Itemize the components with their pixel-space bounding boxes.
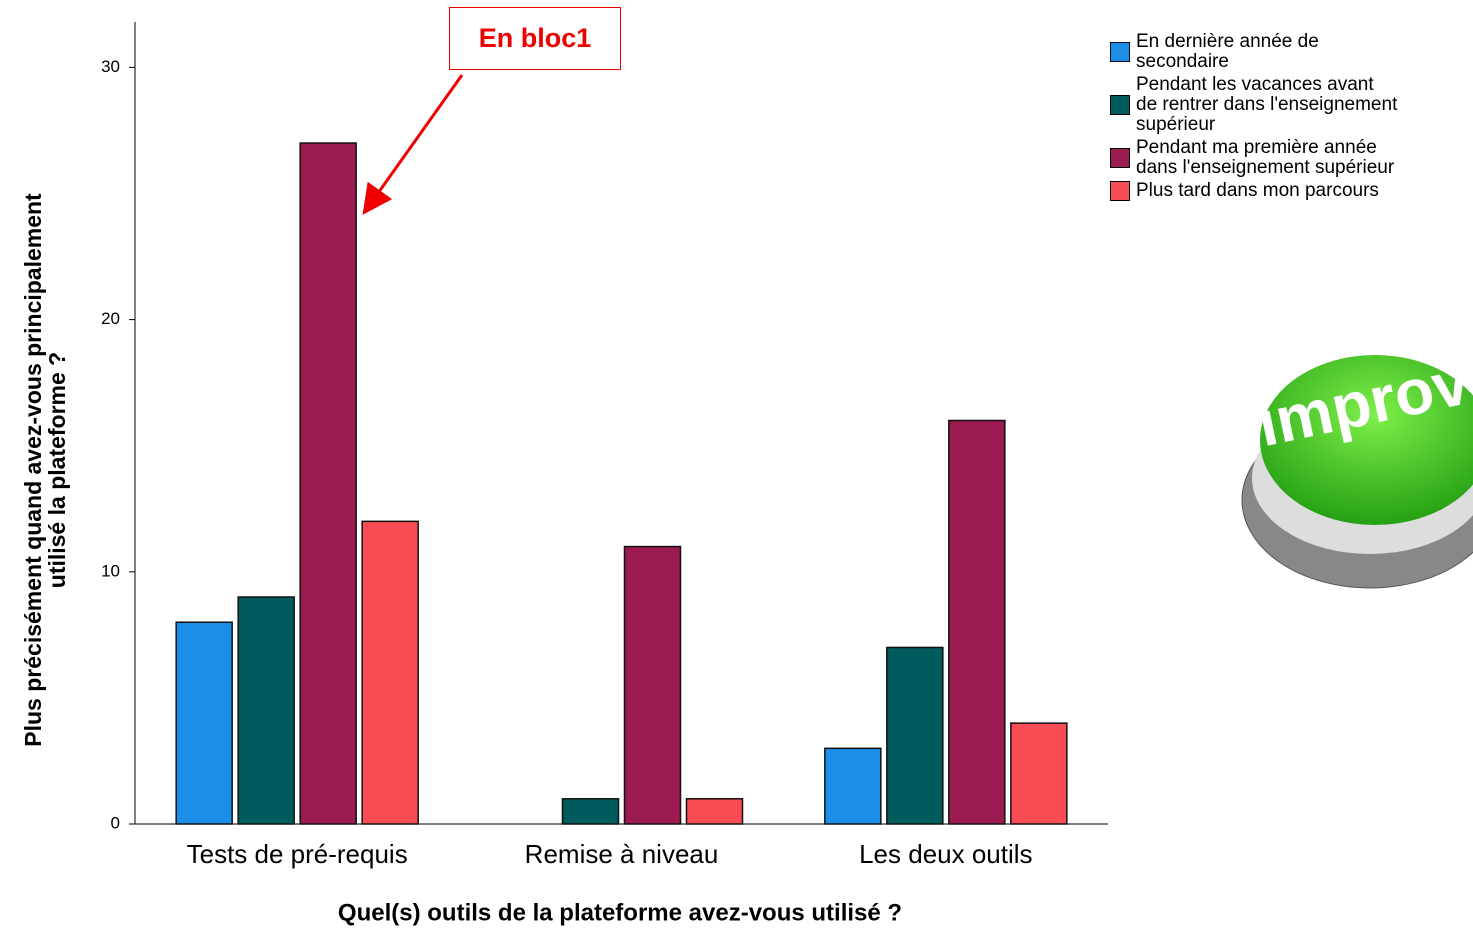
improve-button: improv xyxy=(1242,345,1473,588)
y-tick-label: 10 xyxy=(101,561,120,580)
page: improv 0 10 20 30 Tests de pré-requis Remise … xyxy=(0,0,1473,931)
annotation-arrow xyxy=(366,75,462,210)
legend-item: En dernière année de secondaire xyxy=(1110,32,1397,72)
x-tick-label: Remise à niveau xyxy=(525,839,719,869)
bar xyxy=(238,597,294,824)
annotation: En bloc1 xyxy=(449,7,621,70)
legend-label: En dernière année de secondaire xyxy=(1136,32,1319,72)
bar xyxy=(563,799,619,824)
legend-label: Pendant ma première année dans l'enseign… xyxy=(1136,138,1394,178)
legend-swatch xyxy=(1110,148,1130,168)
legend-swatch xyxy=(1110,42,1130,62)
y-tick-label: 30 xyxy=(101,57,120,76)
bar xyxy=(362,521,418,824)
x-tick-label: Les deux outils xyxy=(859,839,1032,869)
x-tick-label: Tests de pré-requis xyxy=(187,839,408,869)
bar xyxy=(1011,723,1067,824)
y-tick-label: 20 xyxy=(101,309,120,328)
y-axis-label: Plus précisément quand avez-vous princip… xyxy=(21,120,69,820)
y-tick-label: 0 xyxy=(111,813,120,832)
bar xyxy=(825,748,881,824)
bar xyxy=(625,547,681,824)
bar xyxy=(176,622,232,824)
legend-swatch xyxy=(1110,95,1130,115)
legend-item: Plus tard dans mon parcours xyxy=(1110,181,1397,201)
legend-item: Pendant ma première année dans l'enseign… xyxy=(1110,138,1397,178)
x-axis-label: Quel(s) outils de la plateforme avez-vou… xyxy=(338,899,902,926)
bar xyxy=(887,647,943,824)
legend-label: Plus tard dans mon parcours xyxy=(1136,181,1379,201)
legend-item: Pendant les vacances avant de rentrer da… xyxy=(1110,75,1397,135)
bar xyxy=(949,420,1005,824)
legend-swatch xyxy=(1110,181,1130,201)
bar xyxy=(687,799,743,824)
bar xyxy=(300,143,356,824)
legend-label: Pendant les vacances avant de rentrer da… xyxy=(1136,75,1397,135)
